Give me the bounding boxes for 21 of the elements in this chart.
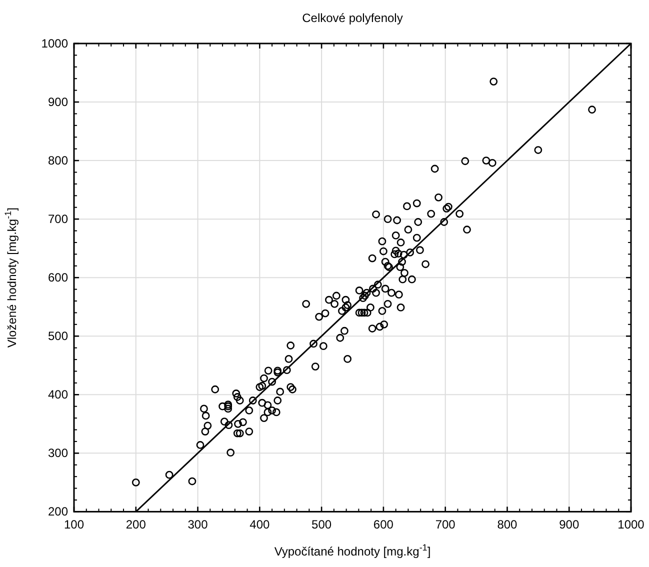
y-tick-label: 400: [48, 388, 68, 402]
y-tick-label: 200: [48, 504, 68, 519]
x-tick-label: 800: [497, 518, 518, 532]
x-tick-label: 700: [435, 518, 456, 532]
y-tick-label: 300: [48, 446, 68, 460]
x-tick-label: 400: [250, 518, 270, 532]
x-tick-label: 200: [126, 518, 146, 532]
x-tick-label: 1000: [618, 518, 645, 532]
x-tick-label: 900: [559, 518, 580, 532]
x-tick-label: 600: [373, 518, 394, 532]
y-tick-label: 800: [48, 154, 68, 168]
y-tick-label: 700: [48, 212, 68, 226]
y-tick-label: 1000: [41, 36, 68, 50]
y-tick-label: 500: [48, 329, 68, 344]
x-tick-label: 500: [312, 518, 332, 532]
x-axis-title: Vypočítané hodnoty [mg.kg$^{-1}$]: [274, 542, 431, 559]
x-tick-label: 300: [188, 518, 208, 532]
x-tick-label: 100: [64, 518, 84, 532]
y-tick-label: 600: [48, 270, 68, 285]
y-tick-label: 900: [48, 95, 68, 110]
chart-title: Celkové polyfenoly: [302, 11, 403, 25]
